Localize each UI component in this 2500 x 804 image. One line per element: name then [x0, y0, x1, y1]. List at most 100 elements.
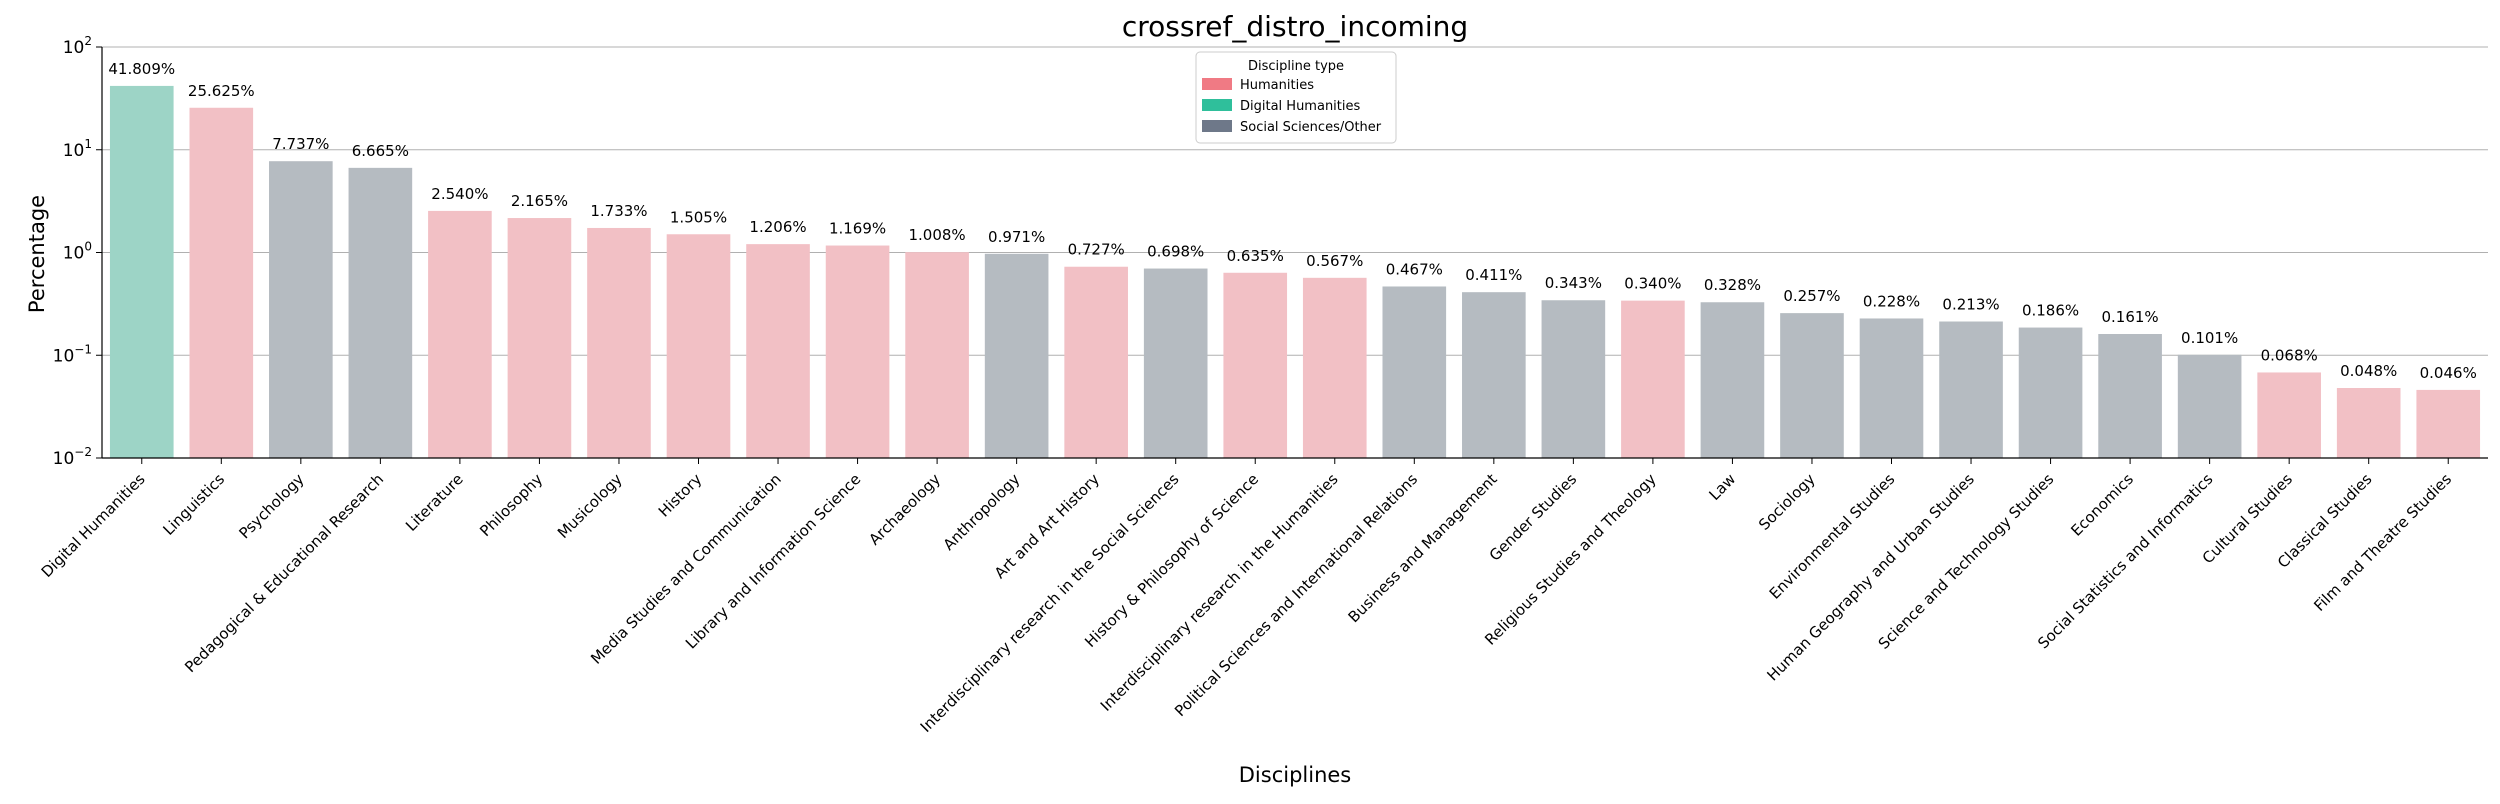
x-tick-label: Literature — [402, 470, 467, 535]
bar — [1621, 300, 1685, 458]
bar — [1143, 268, 1208, 458]
bar — [1382, 286, 1447, 458]
bar-value-label: 1.505% — [670, 208, 727, 226]
bar-value-label: 0.161% — [2101, 308, 2158, 326]
bar-value-label: 1.169% — [829, 220, 886, 238]
bar-value-label: 0.213% — [1942, 296, 1999, 314]
x-tick-label: Religious Studies and Theology — [1481, 470, 1660, 649]
bar — [1859, 318, 1924, 458]
x-tick-label: Linguistics — [159, 470, 228, 539]
bar-value-label: 0.727% — [1068, 241, 1125, 259]
x-tick-label: Business and Management — [1345, 470, 1501, 626]
bar-value-label: 0.186% — [2022, 302, 2079, 320]
bar — [2018, 327, 2083, 458]
x-tick-label: Science and Technology Studies — [1875, 470, 2058, 653]
bar-value-label: 1.008% — [908, 226, 965, 244]
legend-label: Social Sciences/Other — [1240, 120, 1382, 135]
bar-value-label: 1.206% — [749, 218, 806, 236]
bar-value-label: 0.467% — [1386, 260, 1443, 278]
bar — [189, 107, 254, 458]
x-tick-labels: Digital Humanities Linguistics Psychology P… — [38, 470, 2455, 736]
bar — [2336, 388, 2401, 458]
x-tick-label: Library and Information Science — [682, 470, 864, 652]
bar — [1780, 313, 1844, 458]
y-axis-label: Percentage — [25, 195, 49, 313]
x-tick-label: Sociology — [1755, 470, 1819, 534]
bar-value-label: 0.340% — [1624, 275, 1681, 293]
bar-value-label: 0.343% — [1545, 274, 1602, 292]
bar — [428, 210, 492, 458]
bar-value-label: 0.228% — [1863, 292, 1920, 310]
bar — [1700, 302, 1765, 458]
bar-value-label: 2.165% — [511, 192, 568, 210]
bar-value-label: 0.046% — [2420, 364, 2477, 382]
bar-value-label: 41.809% — [108, 60, 175, 78]
bar-value-label: 7.737% — [272, 135, 329, 153]
bar-value-label: 0.328% — [1704, 276, 1761, 294]
x-tick-label: Anthropology — [940, 470, 1024, 554]
x-tick-label: History — [655, 470, 706, 521]
bar-value-label: 2.540% — [431, 185, 488, 203]
bar-value-label: 0.048% — [2340, 362, 2397, 380]
legend-title: Discipline type — [1248, 59, 1344, 74]
legend-label: Humanities — [1240, 78, 1314, 93]
x-tick-label: Philosophy — [476, 470, 546, 540]
bar — [1541, 300, 1606, 458]
y-tick-label: 101 — [63, 137, 92, 161]
x-tick-label: Economics — [2067, 470, 2137, 540]
bar-value-label: 25.625% — [188, 82, 255, 100]
bar — [984, 253, 1049, 458]
bar-value-label: 0.101% — [2181, 329, 2238, 347]
bar — [825, 245, 890, 458]
x-tick-label: Digital Humanities — [38, 470, 149, 581]
bar — [1302, 277, 1367, 458]
bar — [2098, 333, 2162, 458]
bar-value-label: 1.733% — [590, 202, 647, 220]
bar — [348, 167, 413, 458]
legend-swatch — [1202, 78, 1232, 90]
y-tick-label: 10−2 — [53, 445, 92, 469]
bar — [666, 234, 731, 458]
x-tick-label: Social Statistics and Informatics — [2034, 470, 2216, 652]
bar — [269, 161, 333, 459]
bar — [2257, 372, 2321, 458]
y-tick-label: 10−1 — [53, 342, 92, 366]
x-tick-label: Archaeology — [865, 470, 944, 549]
bar — [2416, 389, 2481, 458]
bar — [109, 85, 174, 459]
legend: Discipline type Humanities Digital Humani… — [1195, 51, 1397, 144]
bar-value-label: 0.257% — [1783, 287, 1840, 305]
y-tick-label: 100 — [63, 240, 92, 264]
bars — [109, 85, 2481, 459]
legend-swatch — [1202, 120, 1232, 132]
bar — [905, 252, 969, 458]
y-tick-labels: 102 101 100 10−1 10−2 — [53, 34, 102, 469]
bar — [1462, 292, 1526, 458]
x-tick-label: Musicology — [554, 470, 626, 542]
bar — [746, 244, 810, 458]
bar-value-label: 0.635% — [1227, 247, 1284, 265]
bar-value-label: 0.567% — [1306, 252, 1363, 270]
bar-value-label: 0.068% — [2261, 346, 2318, 364]
bar — [507, 218, 572, 458]
bar — [2177, 354, 2242, 458]
bar — [1223, 272, 1288, 458]
bar — [587, 227, 651, 458]
legend-frame — [1195, 51, 1397, 144]
x-tick-label: Law — [1705, 470, 1739, 504]
x-tick-label: Film and Theatre Studies — [2310, 470, 2455, 615]
bar-value-label: 0.971% — [988, 228, 1045, 246]
x-tick-label: History & Philosophy of Science — [1081, 470, 1262, 651]
chart-title: crossref_distro_incoming — [1122, 10, 1468, 43]
x-tick-label: Psychology — [235, 470, 307, 542]
bar-value-label: 6.665% — [352, 142, 409, 160]
bar — [1064, 266, 1128, 458]
bar-value-label: 0.698% — [1147, 243, 1204, 261]
legend-label: Digital Humanities — [1240, 99, 1360, 114]
legend-swatch — [1202, 99, 1232, 111]
bar — [1939, 321, 2003, 458]
y-tick-label: 102 — [63, 34, 92, 58]
bar-value-label: 0.411% — [1465, 266, 1522, 284]
